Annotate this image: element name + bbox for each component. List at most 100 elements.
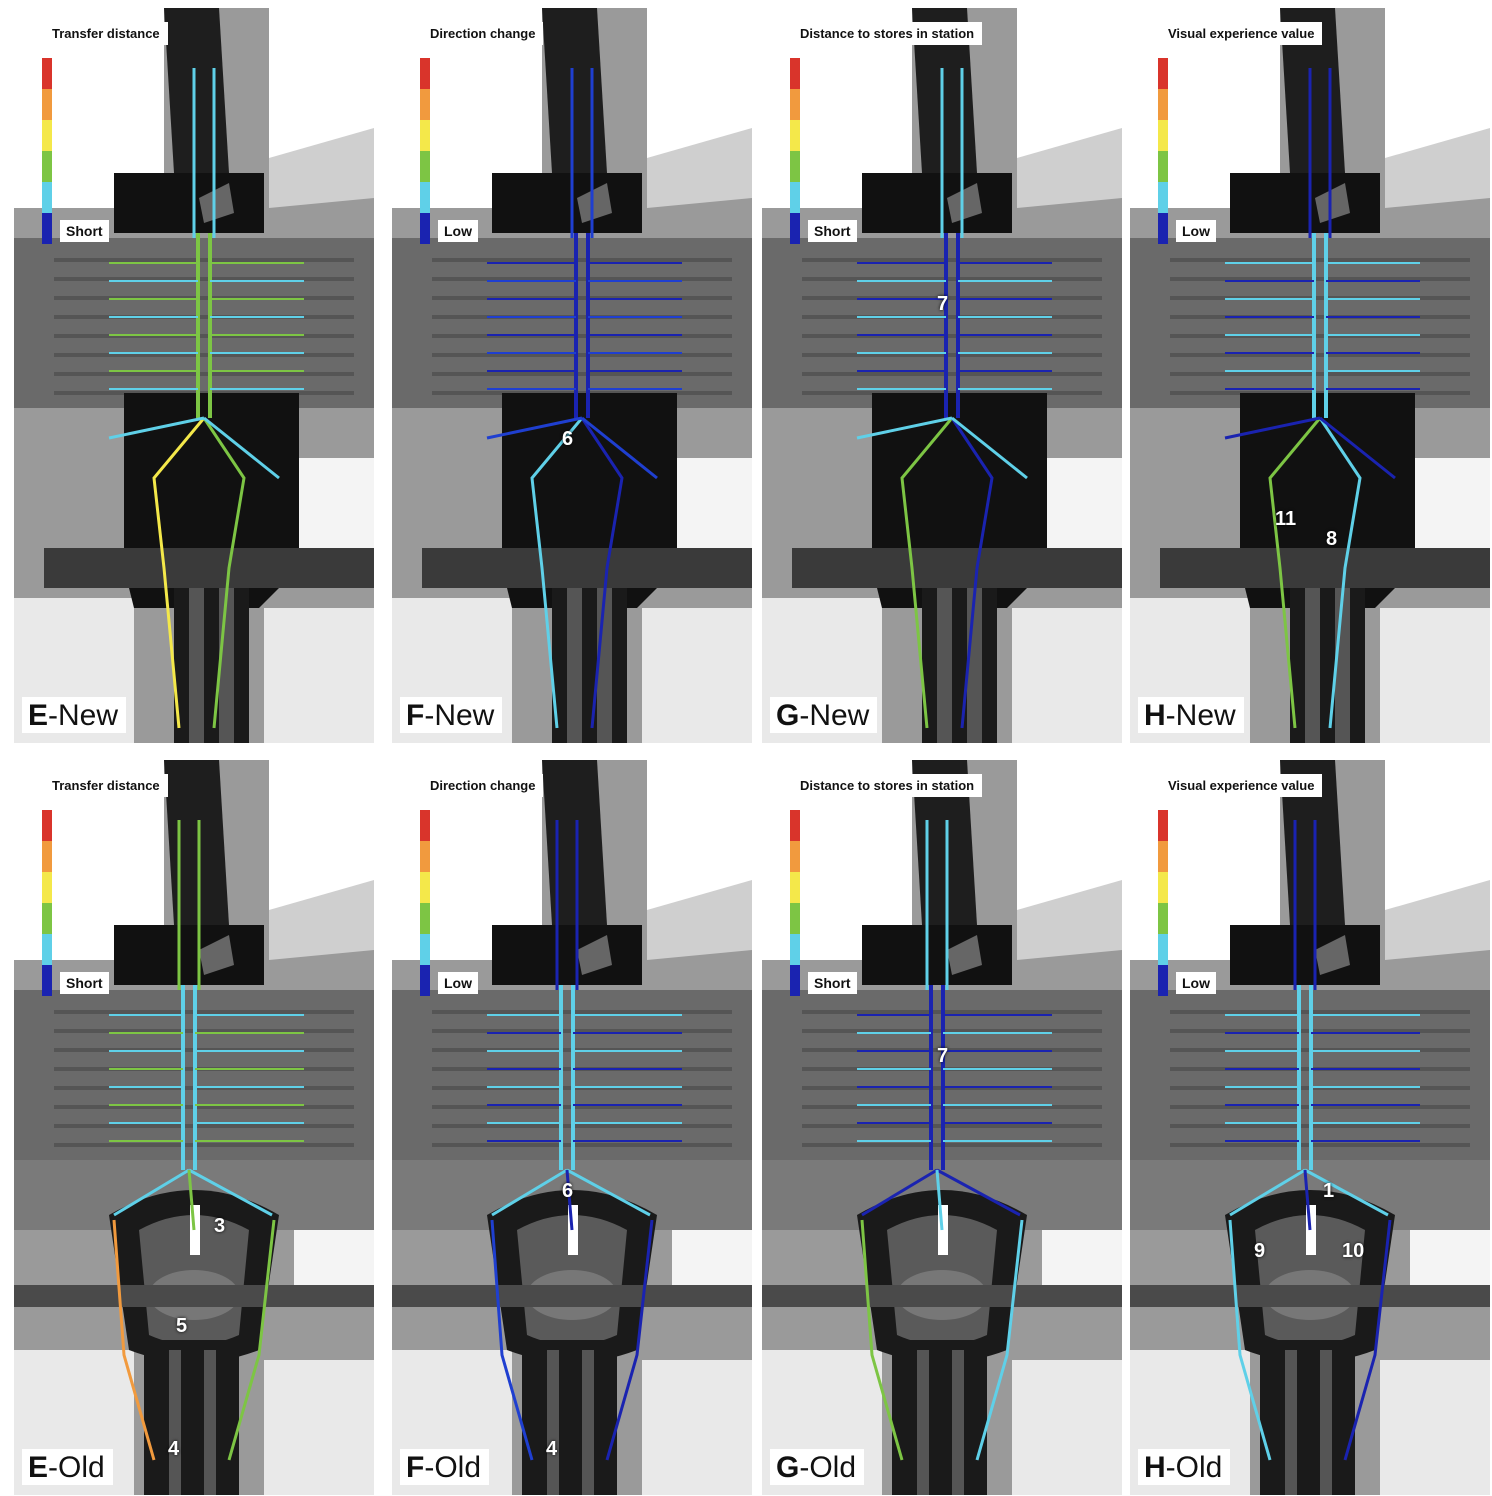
panel-label: H-Old (1138, 1449, 1231, 1485)
north-tower (164, 760, 229, 935)
flow-path (108, 416, 205, 440)
legend-swatch (790, 872, 800, 903)
color-legend-bar (790, 58, 800, 244)
legend-swatch (1158, 810, 1168, 841)
location-marker: 8 (1326, 528, 1338, 550)
building-block (642, 1360, 752, 1495)
south-ramp (174, 588, 249, 743)
flow-path (530, 417, 584, 729)
building-block (1042, 458, 1122, 548)
north-concourse (492, 173, 642, 233)
track-line (54, 1029, 354, 1033)
track-line (432, 258, 732, 262)
panel-title: Transfer distance (44, 22, 168, 45)
station-map (392, 8, 752, 743)
south-ramp (144, 1340, 239, 1495)
flow-path (565, 1169, 574, 1231)
panel-g-old: Distance to stores in station Long Short 7 G… (762, 760, 1122, 1495)
track-line (1170, 296, 1470, 300)
track-line (802, 372, 1102, 376)
north-tower (164, 8, 229, 183)
flow-path (486, 416, 583, 440)
flow-path (227, 1219, 276, 1461)
legend-swatch (420, 58, 430, 89)
location-marker: 4 (546, 1438, 558, 1460)
ramp-lane (582, 1350, 594, 1495)
legend-swatch (42, 810, 52, 841)
ramp-lane (567, 588, 582, 743)
legend-swatch (420, 120, 430, 151)
track-line (54, 258, 354, 262)
flow-path (566, 1168, 651, 1217)
rail-corridor (792, 548, 1122, 588)
track-line (1170, 353, 1470, 357)
flow-path (860, 1219, 904, 1461)
color-legend-bar (790, 810, 800, 996)
legend-high-label: Long (808, 814, 843, 830)
legend-swatch (1158, 151, 1168, 182)
track-line (54, 353, 354, 357)
legend-swatch (1158, 182, 1168, 213)
flow-path (203, 416, 280, 480)
platform-hall (762, 238, 1122, 408)
color-legend-bar (42, 810, 52, 996)
flow-path (861, 1168, 938, 1217)
panel-label: F-New (400, 697, 503, 733)
location-marker: 4 (168, 1438, 180, 1460)
flow-path (1224, 416, 1321, 440)
legend-swatch (420, 841, 430, 872)
track-line (432, 296, 732, 300)
legend-low-label: Low (438, 220, 478, 242)
panel-label: E-New (22, 697, 127, 733)
legend-low-label: Low (1176, 972, 1216, 994)
location-marker: 3 (214, 1215, 226, 1237)
station-map (762, 760, 1122, 1495)
track-line (1170, 1029, 1470, 1033)
panel-letter: G (776, 699, 800, 732)
concourse-roof (947, 183, 982, 223)
station-map (1130, 760, 1490, 1495)
location-marker: 6 (562, 428, 574, 450)
south-ramp (552, 588, 627, 743)
station-map (762, 8, 1122, 743)
panel-letter: E (28, 699, 49, 732)
legend-swatch (42, 934, 52, 965)
north-concourse (1230, 925, 1380, 985)
track-line (802, 353, 1102, 357)
building-block (642, 608, 752, 743)
legend-swatch (42, 213, 52, 244)
panel-suffix: -New (48, 699, 119, 732)
ramp-lane (952, 1350, 964, 1495)
legend-swatch (420, 89, 430, 120)
flow-path (856, 416, 953, 440)
south-ramp (892, 1340, 987, 1495)
legend-swatch (790, 934, 800, 965)
platform-hall (392, 238, 752, 408)
panel-e-new: Transfer distance Long Short E-New (14, 8, 374, 743)
legend-high-label: Long (808, 62, 843, 78)
building-block (1017, 880, 1122, 960)
ramp-lane (917, 1350, 929, 1495)
legend-swatch (420, 213, 430, 244)
platform-hall (14, 238, 374, 408)
building-block (1380, 608, 1490, 743)
station-map (14, 760, 374, 1495)
legend-swatch (1158, 903, 1168, 934)
legend-swatch (1158, 89, 1168, 120)
ramp-lane (204, 1350, 216, 1495)
legend-swatch (420, 903, 430, 934)
track-line (1170, 1143, 1470, 1147)
panel-f-old: Direction change High Low 6 4 F-Old (392, 760, 752, 1495)
panel-title: Direction change (422, 774, 544, 797)
panel-f-new: Direction change High Low 6 F-New (392, 8, 752, 743)
location-marker: 11 (1275, 508, 1297, 530)
north-concourse (862, 925, 1012, 985)
legend-swatch (42, 120, 52, 151)
platform-hall (1130, 238, 1490, 408)
panel-suffix: -New (424, 699, 495, 732)
location-marker: 9 (1254, 1240, 1266, 1262)
panel-h-new: Visual experience value High Low 11 8 H-New (1130, 8, 1490, 743)
flow-path (112, 1219, 156, 1461)
rail-corridor (1160, 548, 1490, 588)
building-block (264, 1360, 374, 1495)
